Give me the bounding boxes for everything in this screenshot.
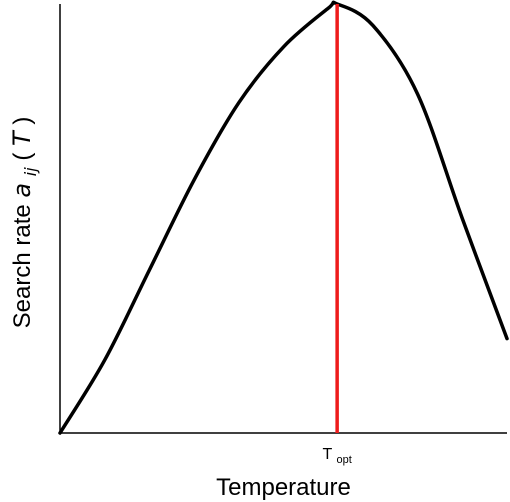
ref-line-label: T opt — [323, 446, 352, 466]
y-axis-open-paren: ( — [9, 153, 36, 161]
y-axis-title-text: Search rate — [9, 204, 36, 328]
y-axis-symbol: a — [8, 183, 36, 198]
y-axis-subscript: ij — [21, 167, 40, 176]
x-axis-title: Temperature — [216, 474, 351, 501]
ref-line-label-main: T — [323, 446, 333, 463]
labels: Temperature Search rate a ij ( T ) T opt — [8, 117, 352, 501]
y-axis-title: Search rate a ij ( T ) — [8, 117, 42, 329]
axes — [59, 4, 507, 434]
ref-line-label-subscript: opt — [336, 454, 351, 466]
marks — [58, 0, 509, 435]
y-axis-close-paren: ) — [9, 117, 36, 125]
y-axis-argument: T — [8, 129, 36, 146]
series-curve-0 — [58, 0, 509, 435]
